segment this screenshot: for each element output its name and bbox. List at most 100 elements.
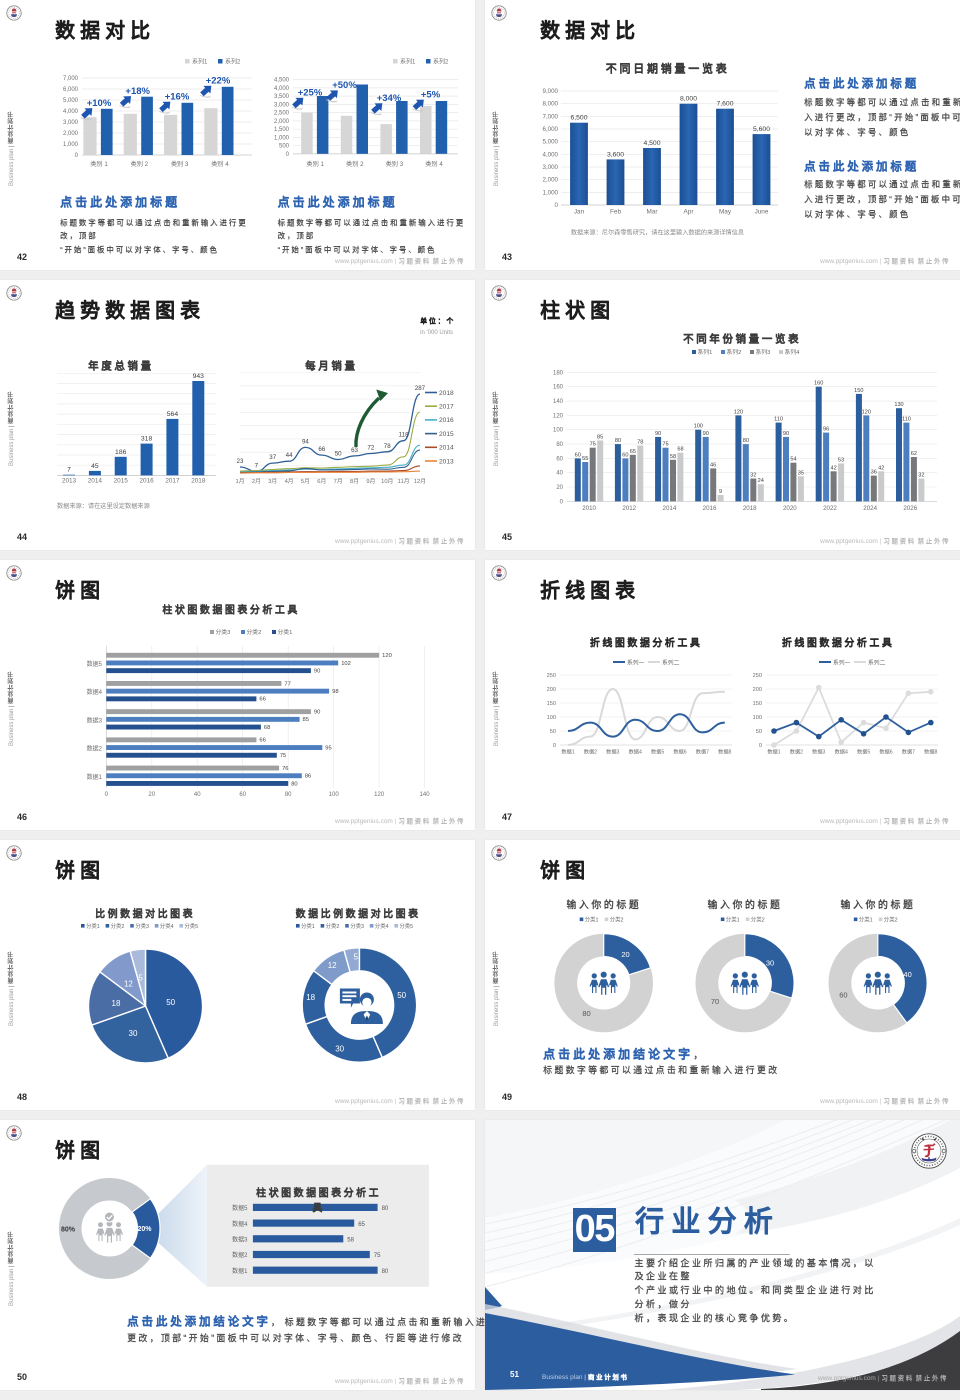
svg-text:63: 63 — [351, 447, 358, 454]
svg-text:18: 18 — [112, 999, 121, 1008]
svg-text:2014: 2014 — [663, 505, 677, 512]
svg-text:102: 102 — [341, 661, 351, 667]
svg-text:9: 9 — [719, 489, 722, 495]
svg-text:75: 75 — [280, 753, 286, 759]
svg-text:5,000: 5,000 — [543, 139, 559, 146]
svg-text:2020: 2020 — [783, 505, 797, 512]
svg-text:数据1: 数据1 — [561, 748, 574, 756]
svg-text:80%: 80% — [61, 1227, 76, 1234]
svg-text:+16%: +16% — [165, 92, 190, 103]
svg-text:数据8: 数据8 — [924, 748, 937, 756]
svg-text:9月: 9月 — [366, 478, 375, 485]
svg-text:6月: 6月 — [317, 478, 326, 485]
svg-text:318: 318 — [141, 436, 153, 443]
svg-text:0: 0 — [553, 743, 556, 749]
svg-text:6,000: 6,000 — [543, 126, 559, 133]
svg-text:30: 30 — [335, 1045, 344, 1054]
svg-text:3,000: 3,000 — [63, 120, 79, 126]
svg-text:2018: 2018 — [191, 478, 206, 485]
svg-text:2010: 2010 — [582, 505, 596, 512]
svg-text:564: 564 — [167, 411, 179, 418]
svg-text:65: 65 — [358, 1222, 365, 1228]
svg-text:77: 77 — [284, 681, 290, 687]
svg-text:150: 150 — [547, 701, 556, 707]
svg-text:数据3: 数据3 — [232, 1236, 248, 1244]
svg-text:18: 18 — [306, 993, 315, 1002]
svg-text:5: 5 — [353, 953, 358, 962]
svg-text:数据3: 数据3 — [812, 748, 825, 756]
svg-text:分类1: 分类1 — [278, 628, 293, 636]
svg-text:数据4: 数据4 — [629, 748, 642, 756]
svg-text:90: 90 — [314, 669, 320, 675]
svg-text:120: 120 — [734, 409, 743, 415]
svg-text:2,000: 2,000 — [543, 177, 559, 184]
svg-text:Feb: Feb — [610, 209, 621, 216]
svg-text:100: 100 — [547, 715, 556, 721]
svg-text:95: 95 — [325, 745, 331, 751]
svg-text:100: 100 — [553, 428, 564, 434]
svg-text:12: 12 — [328, 961, 337, 970]
svg-text:2月: 2月 — [252, 478, 261, 485]
svg-text:2017: 2017 — [439, 404, 454, 411]
svg-text:90: 90 — [314, 710, 320, 716]
svg-text:+5%: +5% — [421, 89, 441, 100]
svg-text:系列4: 系列4 — [785, 348, 801, 356]
svg-text:分类3: 分类3 — [135, 922, 149, 930]
svg-text:120: 120 — [553, 413, 564, 419]
svg-text:系列3: 系列3 — [756, 348, 771, 356]
svg-text:90: 90 — [783, 431, 789, 437]
svg-text:120: 120 — [382, 653, 392, 659]
svg-text:数据8: 数据8 — [718, 748, 731, 756]
svg-text:4,000: 4,000 — [543, 151, 559, 158]
svg-text:0: 0 — [286, 152, 290, 158]
svg-text:85: 85 — [303, 717, 309, 723]
svg-text:数据3: 数据3 — [87, 716, 103, 724]
svg-text:2016: 2016 — [439, 417, 454, 424]
svg-text:66: 66 — [259, 697, 265, 703]
svg-text:80: 80 — [743, 438, 749, 444]
svg-text:98: 98 — [332, 689, 338, 695]
svg-text:37: 37 — [269, 454, 276, 461]
svg-text:分类1: 分类1 — [301, 922, 315, 930]
svg-text:46: 46 — [710, 462, 716, 468]
svg-text:+18%: +18% — [125, 86, 150, 97]
svg-text:85: 85 — [597, 434, 603, 440]
svg-text:2,000: 2,000 — [274, 119, 290, 125]
svg-text:分类4: 分类4 — [375, 922, 389, 930]
svg-text:0: 0 — [560, 499, 564, 505]
svg-text:50: 50 — [756, 729, 762, 735]
svg-text:5: 5 — [138, 974, 143, 983]
svg-text:8月: 8月 — [350, 478, 359, 485]
svg-text:数据5: 数据5 — [857, 748, 870, 756]
svg-text:12: 12 — [124, 980, 133, 989]
svg-text:0: 0 — [105, 792, 109, 798]
svg-text:分类2: 分类2 — [247, 628, 262, 636]
svg-text:120: 120 — [862, 409, 871, 415]
svg-text:94: 94 — [302, 438, 309, 445]
svg-text:160: 160 — [814, 381, 823, 387]
svg-text:2017: 2017 — [165, 478, 180, 485]
svg-text:30: 30 — [129, 1029, 138, 1038]
svg-text:数据1: 数据1 — [87, 773, 103, 781]
svg-text:180: 180 — [553, 370, 564, 376]
svg-text:系列2: 系列2 — [727, 348, 742, 356]
svg-text:50: 50 — [166, 998, 175, 1007]
svg-text:8,000: 8,000 — [680, 96, 697, 103]
svg-text:78: 78 — [384, 443, 391, 450]
svg-text:+25%: +25% — [298, 88, 323, 99]
svg-text:0: 0 — [75, 153, 79, 159]
svg-text:数据1: 数据1 — [232, 1267, 248, 1275]
svg-text:62: 62 — [911, 451, 917, 457]
svg-text:数据3: 数据3 — [606, 748, 619, 756]
svg-text:150: 150 — [854, 388, 863, 394]
svg-text:2012: 2012 — [622, 505, 636, 512]
svg-text:943: 943 — [193, 373, 205, 380]
svg-text:0: 0 — [555, 202, 559, 209]
svg-text:分类2: 分类2 — [326, 922, 340, 930]
svg-text:2016: 2016 — [139, 478, 154, 485]
svg-text:90: 90 — [703, 431, 709, 437]
svg-text:3,000: 3,000 — [543, 164, 559, 171]
svg-text:2,500: 2,500 — [274, 111, 290, 117]
svg-text:11月: 11月 — [398, 478, 410, 485]
svg-text:3月: 3月 — [268, 478, 277, 485]
